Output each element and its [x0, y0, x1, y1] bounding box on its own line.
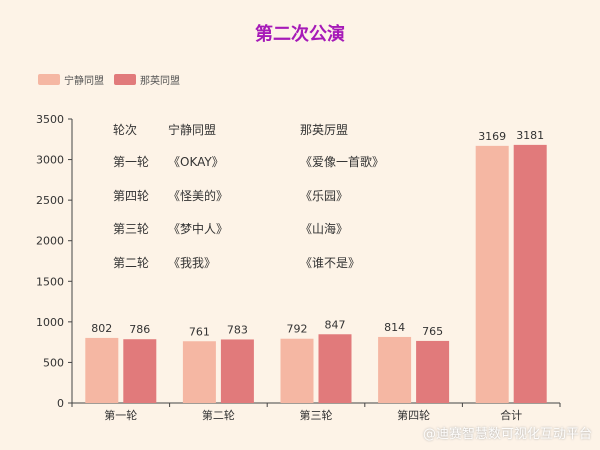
data-label-s2-4: 3181 — [516, 129, 544, 142]
y-tick-label-7: 3500 — [36, 113, 64, 126]
y-tick-label-2: 1000 — [36, 316, 64, 329]
bar-s1-4 — [475, 145, 509, 404]
annotation-cell-0-0: 第一轮 — [113, 155, 149, 169]
annotation-cell-3-2: 《谁不是》 — [300, 256, 360, 270]
x-axis: 第一轮 第二轮 第三轮 第四轮 合计 — [71, 402, 561, 422]
x-tick-label-2: 第三轮 — [300, 408, 333, 422]
annotation-cell-1-1: 《怪美的》 — [168, 188, 228, 203]
annotation-cell-0-2: 《爱像一首歌》 — [300, 154, 384, 169]
x-tick-label-0: 第一轮 — [104, 408, 137, 422]
y-tick-label-0: 0 — [57, 397, 64, 410]
annotation-cell-0-1: 《OKAY》 — [168, 155, 224, 169]
annotation-header-2: 那英厉盟 — [300, 123, 348, 137]
data-label-s2-0: 786 — [129, 323, 150, 336]
y-tick-label-3: 1500 — [36, 275, 64, 288]
bars — [85, 144, 547, 404]
x-tick-label-1: 第二轮 — [202, 408, 235, 422]
y-tick-label-6: 3000 — [36, 154, 64, 167]
legend: 宁静同盟 那英同盟 — [38, 72, 190, 87]
legend-item-series-2[interactable]: 那英同盟 — [114, 72, 180, 87]
bar-s2-1 — [220, 339, 254, 403]
y-axis: 0 500 1000 1500 2000 2500 3000 3500 — [36, 113, 73, 410]
watermark: @迪赛智慧数可视化互动平台 — [422, 427, 592, 442]
bar-s1-3 — [378, 336, 412, 403]
legend-label-series-1: 宁静同盟 — [64, 76, 104, 87]
data-labels: 802 786 761 783 792 847 814 765 3169 3181 — [91, 129, 544, 338]
annotation-cell-2-2: 《山海》 — [300, 221, 348, 236]
bar-s2-4 — [513, 144, 547, 403]
data-label-s1-1: 761 — [189, 325, 210, 338]
bar-s2-0 — [123, 339, 157, 403]
annotation-header-0: 轮次 — [113, 123, 137, 137]
data-label-s1-2: 792 — [287, 323, 308, 336]
legend-item-series-1[interactable]: 宁静同盟 — [38, 72, 104, 87]
y-tick-label-4: 2000 — [36, 235, 64, 248]
bar-s1-0 — [85, 337, 119, 403]
data-label-s1-0: 802 — [91, 322, 112, 335]
annotation-cell-1-2: 《乐园》 — [300, 189, 348, 203]
data-label-s2-3: 765 — [422, 325, 443, 338]
annotation-cell-2-1: 《梦中人》 — [168, 221, 228, 236]
bar-s1-1 — [182, 341, 216, 403]
x-tick-label-3: 第四轮 — [397, 408, 430, 422]
legend-swatch-series-2 — [114, 74, 136, 85]
bar-s2-3 — [416, 340, 450, 403]
annotation-cell-3-1: 《我我》 — [168, 256, 216, 270]
data-label-s2-2: 847 — [325, 318, 346, 331]
chart-title: 第二次公演 — [255, 24, 345, 45]
data-label-s2-1: 783 — [227, 323, 248, 336]
data-label-s1-3: 814 — [384, 321, 405, 334]
y-tick-label-5: 2500 — [36, 194, 64, 207]
y-tick-label-1: 500 — [43, 356, 64, 369]
legend-label-series-2: 那英同盟 — [140, 76, 180, 87]
legend-swatch-series-1 — [38, 74, 60, 85]
data-label-s1-4: 3169 — [478, 130, 506, 143]
annotation-cell-2-0: 第三轮 — [113, 222, 149, 236]
bar-s2-2 — [318, 334, 352, 403]
annotation-cell-3-0: 第二轮 — [113, 256, 149, 270]
bar-s1-2 — [280, 338, 314, 403]
annotation-cell-1-0: 第四轮 — [113, 189, 149, 203]
x-tick-label-4: 合计 — [500, 408, 522, 422]
annotation-header-1: 宁静同盟 — [168, 122, 216, 137]
